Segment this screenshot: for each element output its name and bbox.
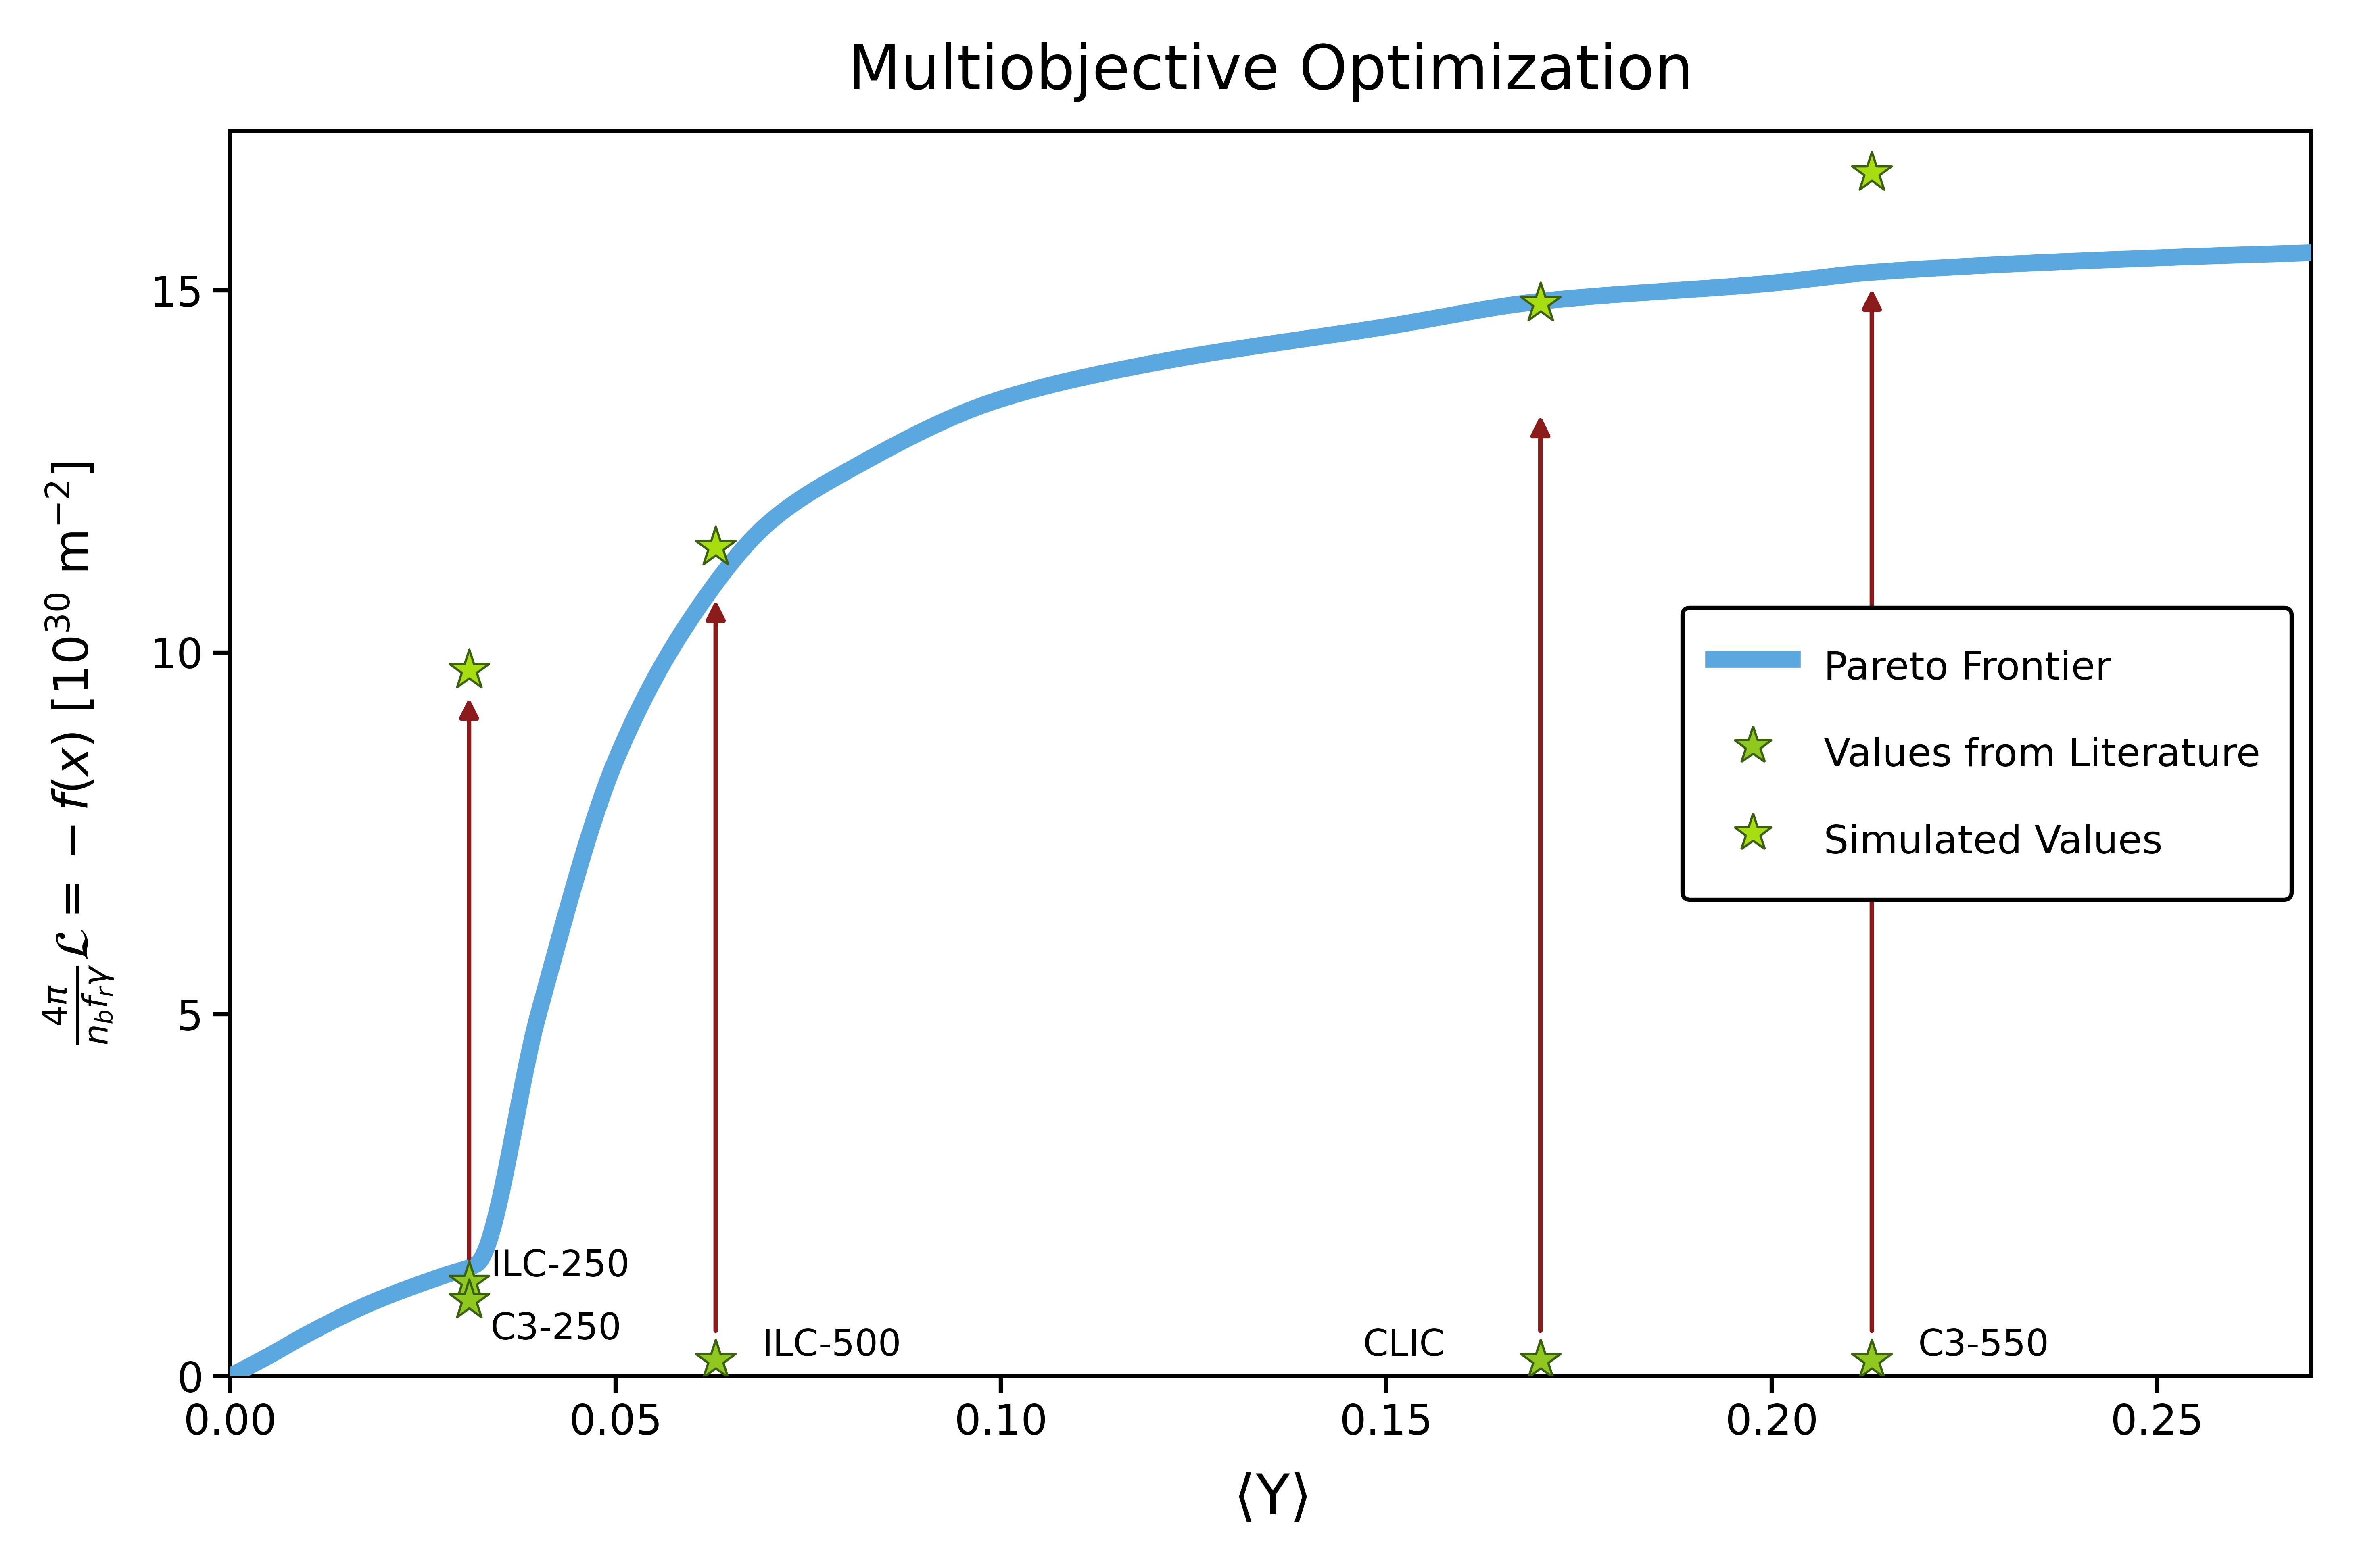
Simulated Values xyxy=(449,659,487,684)
Pareto Frontier xyxy=(2031,252,2059,271)
Pareto Frontier xyxy=(1014,381,1042,400)
Y-axis label: $\frac{4\pi}{n_b f_r \gamma} \mathcal{L} = -f(x)\ [10^{30}\ \mathrm{m}^{-2}]$: $\frac{4\pi}{n_b f_r \gamma} \mathcal{L}… xyxy=(42,463,115,1046)
Text: C3-550: C3-550 xyxy=(1918,1328,2049,1364)
Pareto Frontier xyxy=(2257,245,2285,263)
Values from Literature xyxy=(449,1270,487,1295)
Line: Pareto Frontier: Pareto Frontier xyxy=(231,252,2311,1377)
Text: CLIC: CLIC xyxy=(1362,1328,1445,1364)
Pareto Frontier xyxy=(576,820,605,839)
Pareto Frontier xyxy=(2297,243,2325,262)
Simulated Values xyxy=(1852,160,1889,185)
Values from Literature xyxy=(449,1287,487,1312)
Values from Literature xyxy=(696,1348,734,1374)
Legend: Pareto Frontier, Values from Literature, Simulated Values: Pareto Frontier, Values from Literature,… xyxy=(1682,608,2292,900)
Simulated Values xyxy=(1522,292,1560,317)
Values from Literature xyxy=(1522,1348,1560,1374)
Text: C3-250: C3-250 xyxy=(489,1311,621,1347)
Pareto Frontier xyxy=(454,1259,482,1278)
Pareto Frontier xyxy=(216,1367,245,1386)
Title: Multiobjective Optimization: Multiobjective Optimization xyxy=(847,42,1694,102)
Simulated Values xyxy=(696,535,734,560)
Text: ILC-250: ILC-250 xyxy=(489,1248,631,1284)
Pareto Frontier xyxy=(1104,361,1132,379)
Text: ILC-500: ILC-500 xyxy=(762,1328,901,1364)
Values from Literature xyxy=(1852,1348,1889,1374)
X-axis label: $\langle \Upsilon \rangle$: $\langle \Upsilon \rangle$ xyxy=(1233,1471,1308,1526)
